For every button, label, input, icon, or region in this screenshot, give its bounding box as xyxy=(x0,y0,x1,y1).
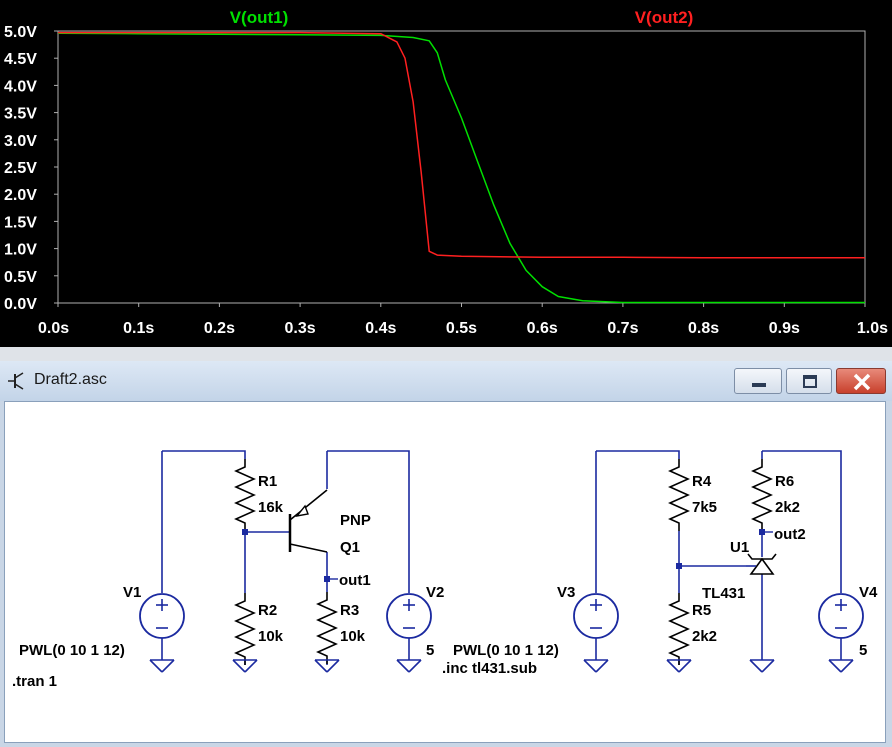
waveform-plot[interactable]: V(out1) V(out2) 5.0V 4.5V 4.0V 3.5V 3.0V 2.5V… xyxy=(0,0,892,347)
u1-model: TL431 xyxy=(702,585,745,602)
x-tick-label: 1.0s xyxy=(857,320,888,337)
x-tick-label: 0.1s xyxy=(123,320,154,337)
r5-value: 2k2 xyxy=(692,628,717,645)
r6-value: 2k2 xyxy=(775,499,800,516)
trace-out1[interactable] xyxy=(57,32,865,304)
x-tick-label: 0.3s xyxy=(285,320,316,337)
source-v1[interactable] xyxy=(139,593,185,639)
source-v2[interactable] xyxy=(386,593,432,639)
net-label-out2[interactable]: out2 xyxy=(774,526,806,543)
r1-value: 16k xyxy=(258,499,284,516)
v1-name: V1 xyxy=(123,584,141,601)
y-tick-label: 2.0V xyxy=(4,187,37,204)
directive-inc[interactable]: .inc tl431.sub xyxy=(442,660,537,677)
pane-divider[interactable] xyxy=(0,347,892,361)
maximize-button[interactable] xyxy=(786,368,832,394)
resistor-r6[interactable] xyxy=(752,458,772,532)
r1-name: R1 xyxy=(258,473,277,490)
junction-dot xyxy=(324,576,330,582)
r3-value: 10k xyxy=(340,628,366,645)
v2-value: 5 xyxy=(426,642,434,659)
waveform-viewer[interactable]: V(out1) V(out2) 5.0V 4.5V 4.0V 3.5V 3.0V 2.5V… xyxy=(0,0,892,347)
shunt-regulator-u1[interactable] xyxy=(746,553,777,575)
ground-v4 xyxy=(828,659,854,673)
resistor-r4[interactable] xyxy=(669,458,689,532)
r5-name: R5 xyxy=(692,602,711,619)
x-tick-label: 0.6s xyxy=(527,320,558,337)
x-tick-label: 0.0s xyxy=(38,320,69,337)
x-tick-label: 0.7s xyxy=(607,320,638,337)
ground-v1 xyxy=(149,659,175,673)
resistor-r2[interactable] xyxy=(235,592,255,666)
r3-name: R3 xyxy=(340,602,359,619)
trace-out2[interactable] xyxy=(58,31,865,259)
y-tick-label: 5.0V xyxy=(4,24,37,41)
v4-value: 5 xyxy=(859,642,867,659)
transistor-icon xyxy=(8,372,24,390)
junction-dot xyxy=(759,529,765,535)
u1-name: U1 xyxy=(730,539,749,556)
y-tick-label: 3.5V xyxy=(4,106,37,123)
resistor-r3[interactable] xyxy=(317,591,337,665)
resistor-r1[interactable] xyxy=(235,458,255,532)
schematic-canvas[interactable]: R1 16k R2 10k R3 10k PNP Q1 out1 V1 PWL(… xyxy=(4,401,886,743)
resistor-r5[interactable] xyxy=(669,592,689,666)
r6-name: R6 xyxy=(775,473,794,490)
plot-frame xyxy=(57,30,866,304)
directive-tran[interactable]: .tran 1 xyxy=(12,673,57,690)
v1-value: PWL(0 10 1 12) xyxy=(19,642,125,659)
y-tick-label: 1.0V xyxy=(4,242,37,259)
plot-traces xyxy=(57,31,865,304)
trace-label-out2[interactable]: V(out2) xyxy=(635,8,694,27)
y-tick-label: 0.0V xyxy=(4,296,37,313)
restore-icon xyxy=(803,375,817,388)
ground-u1 xyxy=(749,659,775,673)
x-tick-label: 0.9s xyxy=(769,320,800,337)
r2-name: R2 xyxy=(258,602,277,619)
v4-name: V4 xyxy=(859,584,878,601)
y-tick-label: 1.5V xyxy=(4,214,37,231)
window-titlebar[interactable]: Draft2.asc xyxy=(0,361,892,401)
r4-name: R4 xyxy=(692,473,712,490)
close-icon xyxy=(853,373,871,391)
source-v4[interactable] xyxy=(818,593,864,639)
minimize-icon xyxy=(752,383,766,387)
net-label-out1[interactable]: out1 xyxy=(339,572,371,589)
close-button[interactable] xyxy=(836,368,886,394)
transistor-q1[interactable] xyxy=(288,489,328,553)
y-tick-label: 0.5V xyxy=(4,269,37,286)
window-title: Draft2.asc xyxy=(34,371,107,388)
q1-name: Q1 xyxy=(340,539,360,556)
minimize-button[interactable] xyxy=(734,368,782,394)
v3-value: PWL(0 10 1 12) xyxy=(453,642,559,659)
y-tick-label: 2.5V xyxy=(4,160,37,177)
y-tick-label: 3.0V xyxy=(4,133,37,150)
schematic-window: Draft2.asc xyxy=(0,361,892,747)
trace-label-out1[interactable]: V(out1) xyxy=(230,8,289,27)
v3-name: V3 xyxy=(557,584,575,601)
x-tick-label: 0.8s xyxy=(688,320,719,337)
ground-v2 xyxy=(396,659,422,673)
x-tick-label: 0.4s xyxy=(365,320,396,337)
y-tick-label: 4.5V xyxy=(4,51,37,68)
x-tick-label: 0.2s xyxy=(204,320,235,337)
v2-name: V2 xyxy=(426,584,444,601)
y-axis: 5.0V 4.5V 4.0V 3.5V 3.0V 2.5V 2.0V 1.5V 1.0V 0.5V… xyxy=(4,24,58,313)
ground-v3 xyxy=(583,659,609,673)
y-tick-label: 4.0V xyxy=(4,78,37,95)
x-tick-label: 0.5s xyxy=(446,320,477,337)
circuit1-wires xyxy=(161,450,410,665)
circuit2-wires xyxy=(595,450,842,665)
junction-dot xyxy=(242,529,248,535)
schematic-drawing[interactable]: R1 16k R2 10k R3 10k PNP Q1 out1 V1 PWL(… xyxy=(5,402,885,742)
x-axis: 0.0s 0.1s 0.2s 0.3s 0.4s 0.5s 0.6s 0.7s 0.8s 0.9s… xyxy=(38,303,888,337)
q1-model: PNP xyxy=(340,512,371,529)
junction-dot xyxy=(676,563,682,569)
r4-value: 7k5 xyxy=(692,499,717,516)
source-v3[interactable] xyxy=(573,593,619,639)
r2-value: 10k xyxy=(258,628,284,645)
